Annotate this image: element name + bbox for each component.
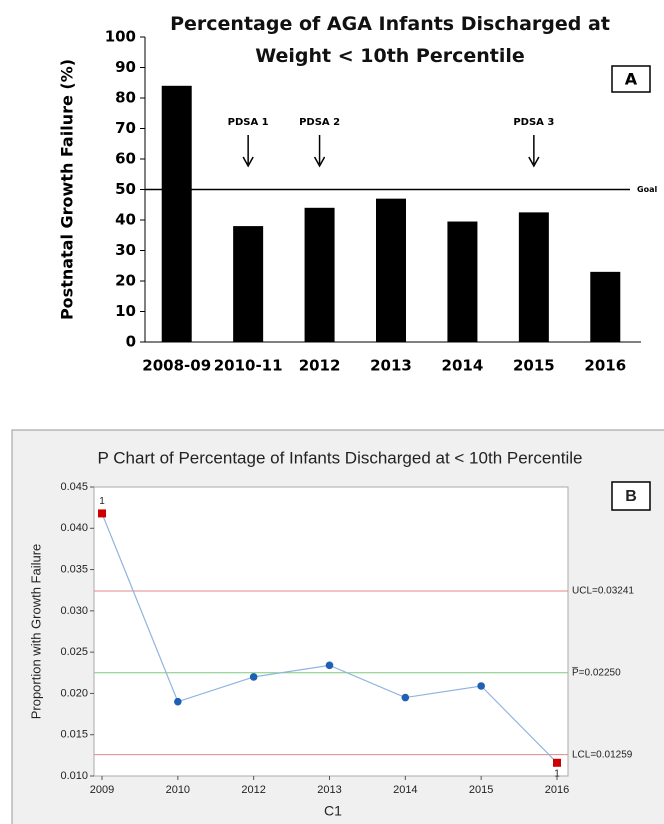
x-tick-label: 2008-09 [142,357,211,375]
y-tick-label: 0.025 [60,646,88,658]
chart-title: Percentage of AGA Infants Discharged at … [170,13,610,67]
bar [304,207,335,342]
bar [233,226,264,342]
reference-label: UCL=0.03241 [572,586,634,597]
y-tick-label: 0.035 [60,563,88,575]
y-tick-label: 0.015 [60,729,88,741]
bar [161,85,192,343]
point [249,673,258,681]
bar [590,271,621,342]
x-tick-label: 2010-11 [214,357,283,375]
point [401,693,410,702]
reference-label: Goal [637,185,657,194]
annotation-arrowhead [242,156,254,168]
chart-title: P Chart of Percentage of Infants Dischar… [98,448,583,467]
y-tick-label: 40 [115,211,136,229]
panel-label: B [625,488,637,505]
y-axis-label: Postnatal Growth Failure (%) [58,59,77,320]
point [477,682,485,690]
y-tick-label: 0.040 [60,522,88,534]
x-tick-label: 2016 [545,784,569,796]
bar [518,212,549,342]
annotation-arrowhead [528,156,540,168]
panel-box [611,481,651,511]
y-tick-label: 0.020 [60,687,88,699]
x-tick-label: 2015 [513,357,555,375]
y-tick-label: 50 [115,180,136,198]
y-tick-label: 90 [115,58,136,76]
x-tick-label: 2012 [299,357,341,375]
y-tick-label: 70 [115,119,136,137]
y-tick-label: 0.030 [60,605,88,617]
y-tick-label: 80 [115,89,136,107]
y-tick-label: 100 [105,28,136,46]
y-tick-label: 30 [115,241,136,259]
point-flagged [553,758,561,767]
y-axis-label: Proportion with Growth Failure [28,544,43,720]
y-tick-label: 0.045 [60,481,88,493]
panel-box [611,65,651,93]
annotation: PDSA 2 [299,117,340,128]
x-tick-label: 2012 [241,784,265,796]
x-tick-label: 2013 [317,784,341,796]
point-label: 1 [99,496,105,507]
annotation-arrowhead [313,156,326,168]
chart-b: P Chart of Percentage of Infants Dischar… [28,448,651,819]
x-tick-label: 2009 [90,784,114,796]
point [325,661,334,670]
x-tick-label: 2013 [370,357,412,375]
bar [447,221,478,342]
y-tick-label: 60 [115,150,136,168]
bar [376,198,406,342]
x-tick-label: 2014 [442,357,484,375]
plot-area [93,486,569,777]
x-tick-label: 2014 [393,784,417,796]
reference-label: P̅=0.02250 [572,667,621,679]
x-tick-label: 2010 [166,784,190,796]
reference-label: LCL=0.01259 [572,749,633,760]
panel-label: A [625,70,638,89]
annotation: PDSA 1 [228,117,269,128]
y-tick-label: 20 [115,272,136,290]
annotation: PDSA 3 [513,117,554,128]
y-tick-label: 0.010 [60,770,88,782]
y-tick-label: 0 [126,333,136,351]
point-label: 1 [554,768,560,779]
y-tick-label: 10 [115,302,136,320]
x-tick-label: 2016 [584,357,626,375]
chart-a: 0 10 20 30 40 50 60 70 80 90 100 Postnatal Growth F… [58,28,658,375]
x-tick-label: 2015 [469,784,493,796]
point [174,697,182,706]
point-flagged [98,509,106,518]
x-axis-label: C1 [324,803,342,819]
